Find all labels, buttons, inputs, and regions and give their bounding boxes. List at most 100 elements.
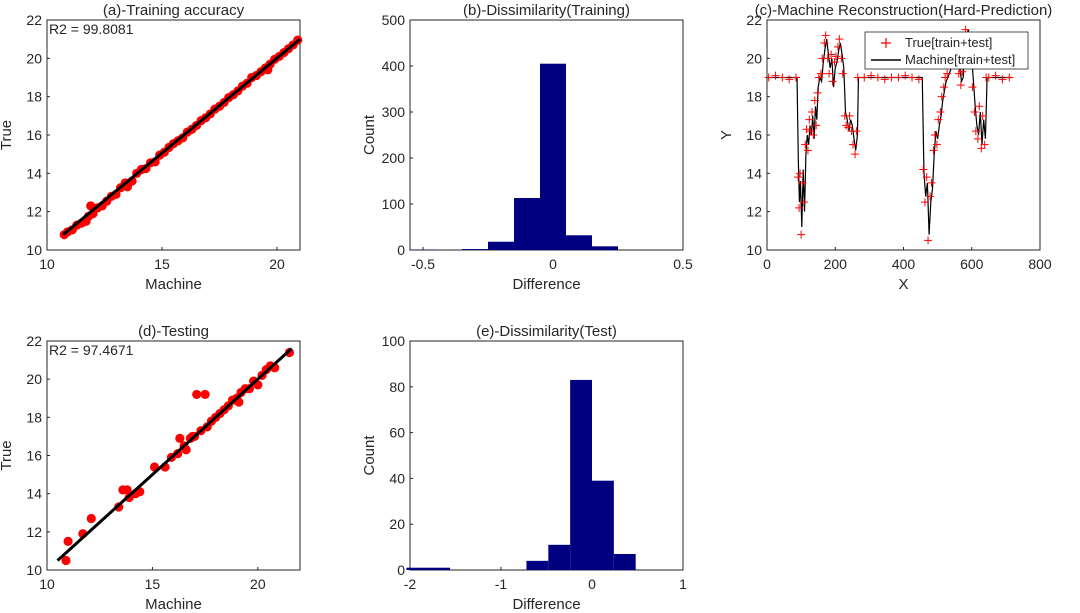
series-marker-true xyxy=(833,42,842,51)
series-marker-true xyxy=(908,73,917,82)
series-marker-true xyxy=(939,83,948,92)
series-marker-true xyxy=(901,71,910,80)
series-marker-true xyxy=(924,236,933,245)
histogram-bar xyxy=(462,249,488,250)
chart-title: (b)-Dissimilarity(Training) xyxy=(463,2,630,19)
data-point xyxy=(200,389,210,400)
y-tick-label: 20 xyxy=(26,50,42,66)
series-marker-true xyxy=(919,165,928,174)
series-marker-true xyxy=(838,69,847,78)
series-marker-true xyxy=(887,73,896,82)
chart-testing: (d)-Testing Machine True 10 15 20 10 12 14 16 18 20… xyxy=(0,323,301,613)
x-tick-label: 400 xyxy=(892,256,916,272)
x-tick-label: -0.5 xyxy=(411,256,435,272)
y-tick-label: 18 xyxy=(746,89,762,105)
x-tick-label: 15 xyxy=(154,256,170,272)
r2-annotation: R2 = 99.8081 xyxy=(49,21,134,37)
series-marker-true xyxy=(825,69,834,78)
y-axis-label: Count xyxy=(361,114,378,155)
y-tick-label: 14 xyxy=(746,165,762,181)
series-marker-true xyxy=(991,71,1000,80)
series-marker-true xyxy=(808,108,817,116)
series-marker-true xyxy=(798,178,807,187)
series-marker-true xyxy=(978,111,987,120)
series-marker-true xyxy=(934,115,943,124)
series-marker-true xyxy=(812,121,821,130)
legend-box xyxy=(864,31,1029,70)
y-tick-label: 10 xyxy=(26,562,42,578)
legend-label-true: True[train+test] xyxy=(905,35,992,50)
series-marker-true xyxy=(796,169,805,178)
chart-title: (d)-Testing xyxy=(138,323,209,340)
legend: True[train+test] Machine[train+test] xyxy=(864,31,1029,70)
chart-training-accuracy: (a)-Training accuracy Machine True 10 15 20 10… xyxy=(0,2,303,293)
x-tick-label: 10 xyxy=(39,256,55,272)
series-marker-true xyxy=(920,198,929,207)
y-tick-label: 10 xyxy=(26,242,42,258)
series-marker-true xyxy=(810,96,819,105)
series-marker-true xyxy=(842,121,851,130)
histogram-bar xyxy=(488,241,514,250)
legend-marker-true xyxy=(881,38,891,48)
y-tick-label: 18 xyxy=(26,89,42,105)
y-tick-label: 500 xyxy=(382,12,406,28)
series-marker-true xyxy=(844,123,853,132)
series-marker-true xyxy=(794,173,803,182)
series-marker-true xyxy=(973,134,982,143)
x-tick-label: -2 xyxy=(404,576,417,592)
y-tick-label: 16 xyxy=(746,127,762,143)
histogram-bar xyxy=(566,235,592,250)
x-tick-label: 1 xyxy=(679,576,687,592)
series-marker-true xyxy=(805,115,814,124)
y-tick-label: 14 xyxy=(26,486,42,502)
series-marker-true xyxy=(873,73,882,82)
y-tick-label: 200 xyxy=(382,150,406,166)
r2-annotation: R2 = 97.4671 xyxy=(49,342,134,358)
x-axis-label: Difference xyxy=(512,276,580,293)
y-tick-label: 12 xyxy=(26,524,42,540)
y-tick-label: 22 xyxy=(746,12,762,28)
series-marker-true xyxy=(936,108,945,116)
series-marker-true xyxy=(984,73,993,82)
series-marker-true xyxy=(943,69,952,78)
y-tick-label: 100 xyxy=(382,333,406,349)
series-marker-true xyxy=(852,127,861,136)
series-marker-true xyxy=(785,75,794,84)
x-tick-label: 20 xyxy=(269,256,285,272)
y-tick-label: 80 xyxy=(389,379,405,395)
data-point xyxy=(175,433,185,443)
series-marker-true xyxy=(980,140,989,149)
histogram-bar xyxy=(592,480,614,570)
y-tick-label: 0 xyxy=(397,242,405,258)
series-marker-true xyxy=(827,50,836,59)
histogram-bar xyxy=(548,544,571,570)
x-axis-label: Machine xyxy=(145,276,202,293)
y-tick-label: 400 xyxy=(382,58,406,74)
series-marker-true xyxy=(970,108,979,116)
fit-line xyxy=(62,38,301,236)
series-marker-true xyxy=(771,71,780,80)
y-tick-label: 22 xyxy=(26,12,42,28)
series-marker-true xyxy=(914,75,923,84)
data-point xyxy=(61,555,71,566)
x-axis-label: Difference xyxy=(512,596,580,613)
y-tick-label: 40 xyxy=(389,470,405,486)
y-axis-label: True xyxy=(0,440,15,470)
y-tick-label: 20 xyxy=(389,516,405,532)
series-marker-true xyxy=(941,73,950,82)
series-marker-true xyxy=(795,203,804,212)
series-marker-true xyxy=(837,54,846,63)
y-tick-label: 16 xyxy=(26,448,42,464)
series-marker-true xyxy=(764,73,773,82)
y-tick-label: 20 xyxy=(746,50,762,66)
y-tick-label: 20 xyxy=(26,371,42,387)
series-marker-true xyxy=(975,102,984,111)
chart-dissimilarity-training: (b)-Dissimilarity(Training) Difference Cou… xyxy=(361,2,693,293)
x-tick-label: 20 xyxy=(250,576,266,592)
chart-dissimilarity-test: (e)-Dissimilarity(Test) Difference Count -2… xyxy=(361,323,687,613)
series-marker-true xyxy=(927,178,936,187)
chart-machine-reconstruction: (c)-Machine Reconstruction(Hard-Predicti… xyxy=(718,2,1052,293)
histogram-bar xyxy=(540,63,566,251)
series-marker-true xyxy=(860,73,869,82)
histogram-bar xyxy=(592,246,618,250)
